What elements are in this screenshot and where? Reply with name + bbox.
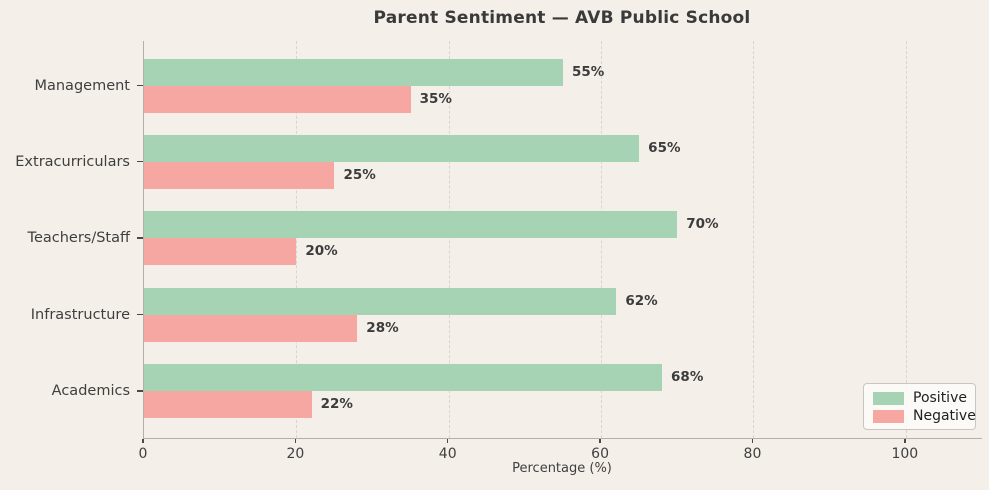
bar-positive — [144, 58, 563, 86]
value-label: 70% — [686, 216, 719, 233]
value-label: 68% — [671, 369, 704, 386]
value-label: 28% — [366, 319, 399, 336]
value-label: 65% — [648, 139, 681, 156]
value-label: 25% — [343, 166, 376, 183]
x-tick — [599, 439, 601, 444]
value-label: 22% — [320, 396, 353, 413]
x-tick-label: 0 — [138, 446, 148, 462]
legend: Positive Negative — [863, 383, 976, 430]
x-tick — [142, 439, 144, 444]
legend-label: Positive — [913, 390, 967, 406]
legend-label: Negative — [913, 408, 976, 424]
value-label: 35% — [419, 90, 452, 107]
y-tick — [137, 84, 143, 86]
y-tick — [137, 313, 143, 316]
bar-negative — [144, 161, 335, 189]
x-axis-label: Percentage (%) — [512, 461, 612, 476]
y-tick — [137, 237, 143, 239]
x-tick-label: 80 — [743, 446, 762, 462]
bar-negative — [144, 238, 297, 266]
legend-swatch-negative — [873, 409, 904, 423]
y-tick — [137, 160, 143, 163]
legend-item-positive: Positive — [873, 390, 967, 406]
x-tick — [751, 439, 754, 444]
x-tick-label: 100 — [891, 446, 919, 462]
category-label: Teachers/Staff — [27, 230, 130, 247]
x-tick — [904, 439, 906, 444]
bar-negative — [144, 314, 358, 342]
plot-area: 55% 35% 65% 25% 70% 20% 62% 28% 68% 22% Positive Ne… — [143, 41, 982, 439]
bar-positive — [144, 364, 663, 392]
x-tick-label: 20 — [286, 446, 305, 462]
x-tick-label: 60 — [591, 446, 609, 462]
value-label: 55% — [572, 63, 605, 80]
category-label: Extracurriculars — [15, 153, 130, 170]
legend-swatch-positive — [873, 391, 904, 405]
gridline — [905, 41, 907, 438]
chart-title: Parent Sentiment — AVB Public School — [373, 8, 751, 28]
gridline — [296, 41, 298, 438]
bar-positive — [144, 134, 640, 162]
y-tick — [137, 390, 143, 392]
x-tick — [447, 439, 449, 444]
value-label: 20% — [305, 243, 338, 260]
category-label: Infrastructure — [30, 306, 130, 323]
x-tick-label: 40 — [438, 446, 457, 462]
bar-negative — [144, 391, 312, 419]
value-label: 62% — [625, 292, 658, 309]
gridline — [448, 41, 450, 438]
bar-negative — [144, 85, 411, 113]
legend-item-negative: Negative — [873, 408, 976, 424]
x-tick — [294, 439, 297, 444]
gridline — [753, 41, 755, 438]
category-label: Management — [34, 77, 130, 94]
gridline — [601, 41, 603, 438]
bar-positive — [144, 211, 678, 239]
bar-positive — [144, 287, 617, 315]
category-label: Academics — [51, 383, 130, 400]
